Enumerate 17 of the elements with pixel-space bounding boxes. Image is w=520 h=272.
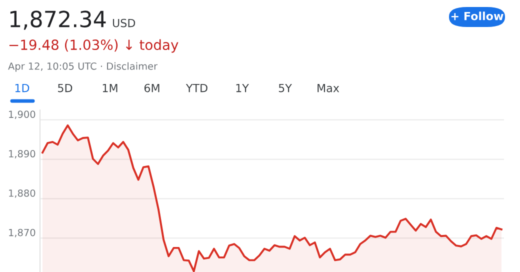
y-tick-label: 1,890: [9, 150, 36, 158]
text: USD: [112, 18, 136, 28]
text: −19.48 (1.03%) ↓ today: [9, 39, 178, 53]
y-tick-label: 1,870: [9, 228, 36, 238]
text: YTD: [186, 84, 208, 92]
y-tick-label: 1,900: [9, 110, 36, 119]
text: + Follow: [451, 12, 504, 20]
text: 6M: [144, 84, 160, 92]
text: 5Y: [278, 84, 292, 92]
text: 5D: [58, 84, 72, 92]
text: Max: [318, 84, 340, 92]
text: 1M: [102, 84, 118, 92]
y-tick-label: 1,880: [9, 189, 36, 198]
text: 1,872.34: [10, 10, 106, 30]
text: 1Y: [236, 84, 249, 92]
text: Apr 12, 10:05 UTC · Disclaimer: [8, 62, 158, 72]
text: 1D: [15, 84, 30, 92]
